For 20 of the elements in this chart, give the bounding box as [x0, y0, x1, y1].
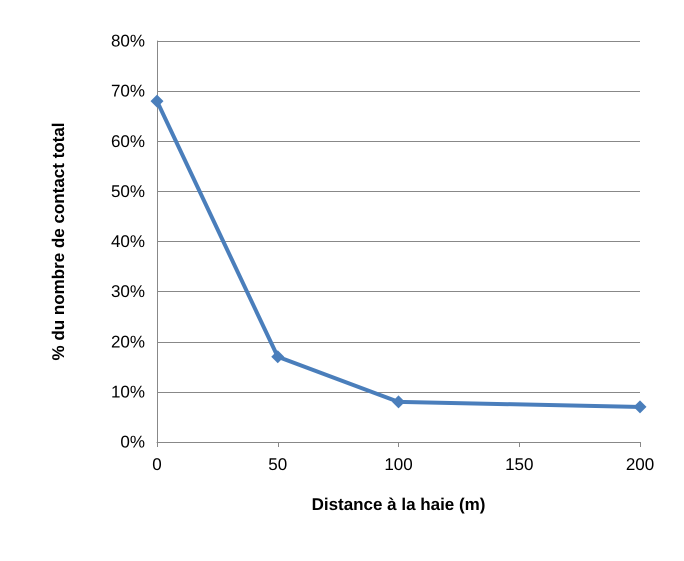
- y-tick-label: 70%: [110, 82, 145, 101]
- x-tick-label: 50: [268, 455, 288, 474]
- point: [271, 350, 284, 364]
- y-tick-label: 20%: [110, 332, 145, 352]
- x-axis-title: Distance à la haie (m): [312, 495, 486, 514]
- y-tick-label: 30%: [110, 282, 145, 302]
- x-tick-label: 200: [626, 455, 654, 474]
- y-tick-label: 10%: [110, 382, 145, 402]
- x-tick-label: 150: [505, 455, 534, 474]
- y-tick-label: 80%: [110, 32, 145, 50]
- y-tick-label: 40%: [110, 232, 145, 251]
- y-tick-label: 60%: [110, 132, 145, 151]
- y-axis-title: % du nombre de contact total: [49, 122, 68, 361]
- point: [150, 94, 164, 108]
- y-tick-label: 0%: [120, 432, 145, 452]
- y-tick-label: 50%: [110, 182, 145, 201]
- point: [634, 400, 646, 414]
- x-tick-label: 0: [152, 455, 162, 474]
- x-tick-label: 100: [384, 455, 413, 474]
- point: [392, 395, 405, 408]
